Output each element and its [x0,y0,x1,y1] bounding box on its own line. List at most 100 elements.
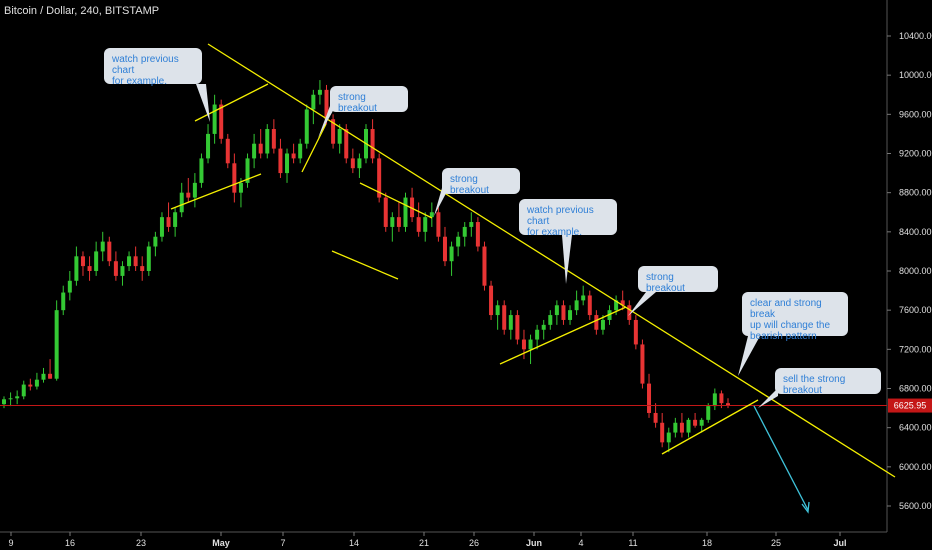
candle-body [456,236,461,247]
candle-body [74,256,79,281]
x-tick-label: 18 [702,538,712,548]
candle-body [311,94,316,110]
candle-body [653,412,658,423]
candle-body [633,319,638,345]
candle-body [673,422,678,433]
x-tick-label: Jun [526,538,542,548]
candle-body [113,261,118,276]
candle-body [482,246,487,286]
candle-body [317,89,322,95]
y-tick-label: 9600.00 [899,109,932,119]
candle-body [666,432,671,443]
candle-body [647,383,652,413]
last-price-label: 6625.95 [894,401,927,411]
candle-body [495,305,500,316]
projection-arrow [753,405,809,511]
candle-body [219,104,224,139]
candle-body [370,129,375,159]
candle-body [357,158,362,169]
candle-body [298,143,303,159]
candle-body [252,143,257,159]
trendline [359,182,433,219]
candle-body [660,422,665,443]
callout-pointer [196,84,210,122]
trendline [207,43,896,478]
candle-body [528,339,533,350]
candle-body [324,89,329,120]
candle-body [291,153,296,159]
candle-body [693,419,698,426]
x-tick-label: 14 [349,538,359,548]
candle-body [535,329,540,340]
candle-body [87,266,92,271]
candle-body [423,217,428,232]
candle-body [100,241,105,252]
candle-body [61,292,66,311]
candle-body [462,226,467,237]
callout-pointer [738,336,760,376]
x-tick-label: 16 [65,538,75,548]
x-tick-label: May [212,538,230,548]
x-tick-label: 7 [280,538,285,548]
candle-body [238,182,243,193]
candle-body [127,256,132,267]
candle-body [350,158,355,169]
candle-body [600,319,605,330]
candle-body [640,344,645,384]
candle-body [192,182,197,198]
y-tick-label: 8800.00 [899,188,932,198]
last-price-box [888,398,932,413]
callout-strong-breakout-1: strong breakout [330,86,408,114]
y-tick-label: 8000.00 [899,266,932,276]
x-tick-label: 23 [136,538,146,548]
candle-body [8,398,13,400]
callout-pointer [628,292,656,316]
trendline [194,83,269,122]
candle-body [166,217,171,227]
candle-body [410,197,415,218]
candle-body [502,305,507,330]
candle-body [449,246,454,262]
candle-body [515,315,520,340]
candle-body [442,236,447,262]
candle-body [15,396,20,399]
candle-body [627,305,632,320]
callout-watch-previous-1: watch previous chart for example. [104,48,202,87]
x-tick-label: 9 [8,538,13,548]
candle-body [41,373,46,380]
candle-body [726,403,730,406]
candle-body [620,300,625,306]
candle-body [48,373,53,379]
x-tick-label: 11 [628,538,637,548]
candle-body [140,266,145,271]
y-tick-label: 8400.00 [899,227,932,237]
candle-body [271,129,276,149]
candle-body [396,217,401,227]
callout-strong-breakout-2: strong breakout [442,168,520,196]
candle-body [94,251,99,271]
y-tick-label: 9200.00 [899,149,932,159]
y-tick-label: 10400.00 [899,31,932,41]
candle-body [107,241,112,262]
callout-strong-breakout-3: strong breakout [638,266,718,294]
y-tick-label: 5600.00 [899,501,932,511]
callout-pointer [758,388,778,408]
callout-pointer [562,235,572,284]
candle-body [429,212,434,218]
candle-body [186,192,191,198]
callout-clear-break-up: clear and strong break up will change th… [742,292,848,342]
y-tick-label: 6800.00 [899,384,932,394]
candle-body [199,158,204,183]
candle-body [475,222,480,247]
candle-body [719,393,724,404]
candle-body [416,217,421,232]
candle-body [225,138,230,164]
candle-body [133,256,138,267]
candle-body [304,109,309,144]
candle-body [594,315,599,330]
x-tick-label: 21 [419,538,429,548]
candle-body [390,217,395,227]
candle-body [614,300,619,311]
candle-body [265,129,270,154]
